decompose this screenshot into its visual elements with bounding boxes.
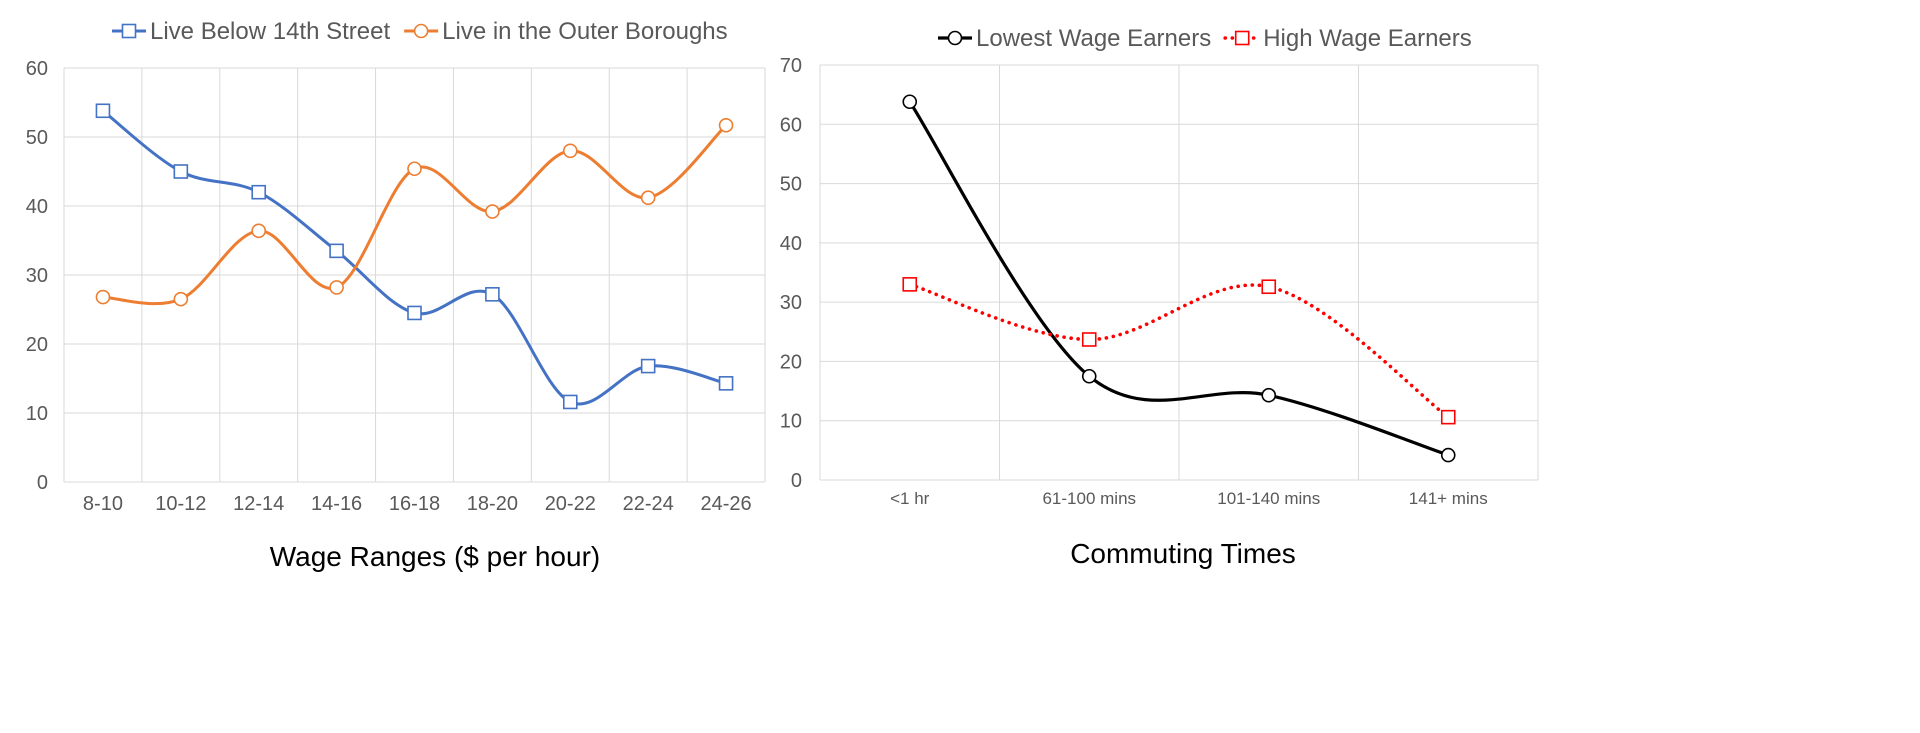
x-tick-label: 12-14 <box>233 493 284 515</box>
series-lowest-wage-earners <box>902 94 1456 463</box>
data-point <box>173 164 189 179</box>
y-tick-label: 50 <box>26 127 48 149</box>
y-tick-label: 40 <box>26 196 48 218</box>
y-tick-label: 20 <box>26 334 48 356</box>
legend-label: Live Below 14th Street <box>150 18 390 45</box>
y-tick-label: 20 <box>780 351 802 373</box>
series-line <box>101 109 728 406</box>
data-point <box>95 103 111 119</box>
data-point <box>407 305 422 321</box>
y-tick-label: 10 <box>780 411 802 433</box>
data-point <box>485 204 500 219</box>
y-tick-label: 50 <box>780 174 802 196</box>
legend: Lowest Wage Earners High Wage Earners <box>938 25 1472 52</box>
wage-ranges-chart: 0 10 20 30 40 50 60 8-10 10-12 12-14 14-16 16-18 18-… <box>26 18 766 572</box>
data-point <box>173 291 189 307</box>
data-point <box>1081 368 1097 384</box>
x-tick-label: 14-16 <box>311 493 362 515</box>
series-high-wage-earners <box>902 277 1456 425</box>
data-point <box>485 287 500 302</box>
data-point <box>95 289 111 305</box>
legend-label: Live in the Outer Boroughs <box>442 18 728 45</box>
legend-item: Lowest Wage Earners <box>938 25 1211 52</box>
data-point <box>329 280 344 295</box>
data-point <box>1440 409 1456 425</box>
x-tick-label: 18-20 <box>467 493 518 515</box>
x-axis-title: Wage Ranges ($ per hour) <box>270 541 600 572</box>
x-tick-label: 141+ mins <box>1409 489 1488 508</box>
legend-item: Live in the Outer Boroughs <box>404 18 728 45</box>
legend-marker <box>1234 30 1250 46</box>
x-tick-label: 101-140 mins <box>1217 489 1320 508</box>
y-tick-label: 70 <box>780 55 802 77</box>
data-point <box>251 223 267 239</box>
legend-item: High Wage Earners <box>1223 25 1472 52</box>
x-tick-label: 10-12 <box>155 493 206 515</box>
data-point <box>718 117 734 133</box>
y-tick-label: 60 <box>780 114 802 136</box>
series-line <box>907 282 1451 419</box>
legend-item: Live Below 14th Street <box>112 18 390 45</box>
y-tick-label: 30 <box>26 265 48 287</box>
data-point <box>251 184 267 200</box>
x-tick-label: 61-100 mins <box>1042 489 1136 508</box>
data-point <box>1261 387 1277 403</box>
data-point <box>562 394 578 410</box>
y-tick-label: 60 <box>26 58 48 80</box>
data-point <box>329 243 344 259</box>
data-point <box>1440 447 1456 463</box>
data-point <box>1081 332 1097 347</box>
y-tick-label: 10 <box>26 403 48 425</box>
y-tick-label: 40 <box>780 233 802 255</box>
data-point <box>640 358 656 374</box>
data-point <box>640 190 656 206</box>
legend: Live Below 14th Street Live in the Outer … <box>112 18 728 45</box>
y-tick-label: 0 <box>37 472 48 494</box>
legend-marker <box>947 30 963 46</box>
data-point <box>902 277 918 292</box>
legend-marker <box>413 23 429 39</box>
x-tick-label: 22-24 <box>623 493 674 515</box>
legend-marker <box>121 23 137 39</box>
series-live-below-14th-street <box>95 103 734 410</box>
x-axis-title: Commuting Times <box>1070 538 1296 569</box>
x-tick-label: 20-22 <box>545 493 596 515</box>
commuting-times-chart: 0 10 20 30 40 50 60 70 <1 hr 61-100 mins 101-140 m… <box>780 25 1539 569</box>
series-line <box>908 100 1450 457</box>
legend-label: High Wage Earners <box>1263 25 1472 52</box>
x-tick-label: <1 hr <box>890 489 930 508</box>
series-line <box>101 123 728 306</box>
data-point <box>718 376 734 391</box>
x-tick-label: 8-10 <box>83 493 123 515</box>
legend-label: Lowest Wage Earners <box>976 25 1211 52</box>
data-point <box>1261 279 1277 295</box>
data-point <box>407 161 422 177</box>
x-tick-label: 16-18 <box>389 493 440 515</box>
y-tick-label: 30 <box>780 292 802 314</box>
series-live-in-the-outer-boroughs <box>95 117 734 307</box>
data-point <box>562 143 578 159</box>
data-point <box>902 94 918 110</box>
x-tick-label: 24-26 <box>700 493 751 515</box>
y-tick-label: 0 <box>791 470 802 492</box>
